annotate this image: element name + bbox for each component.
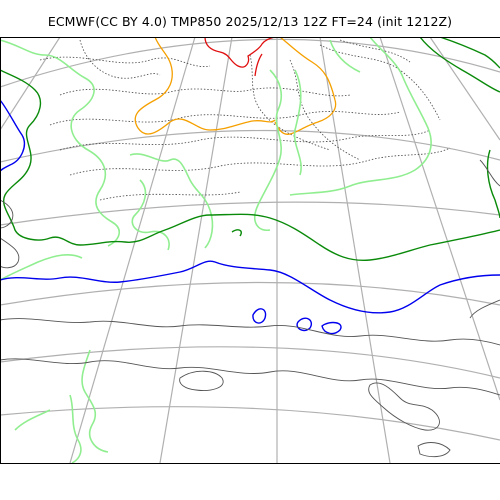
coastline bbox=[0, 358, 500, 396]
latitude-line bbox=[0, 38, 500, 88]
isotherm-lightgreen bbox=[329, 39, 361, 73]
coastline bbox=[368, 382, 440, 431]
coastline bbox=[469, 299, 500, 319]
map-title: ECMWF(CC BY 4.0) TMP850 2025/12/13 12Z F… bbox=[47, 14, 453, 29]
isotherm-red bbox=[204, 37, 276, 68]
isotherm-lightgreen bbox=[14, 409, 51, 431]
coastline bbox=[479, 159, 500, 187]
isotherm-lightgreen bbox=[254, 69, 282, 231]
latitude-line bbox=[0, 406, 500, 441]
isotherm-darkgreen bbox=[231, 229, 242, 237]
isotherm-lightgreen bbox=[81, 349, 109, 453]
isotherm-dotted bbox=[59, 129, 431, 151]
coastline bbox=[179, 370, 224, 391]
coastline bbox=[0, 237, 20, 269]
isotherm-blue bbox=[0, 260, 500, 314]
isotherm-darkgreen bbox=[419, 37, 500, 93]
isotherms-lightgreen bbox=[0, 37, 432, 463]
isotherm-blue-contour bbox=[252, 308, 267, 324]
latitude-line bbox=[0, 129, 500, 163]
coastline bbox=[417, 442, 451, 458]
longitude-line bbox=[319, 37, 391, 463]
isotherm-dotted bbox=[39, 56, 211, 67]
longitude-line bbox=[159, 37, 233, 463]
isotherm-lightgreen bbox=[0, 39, 120, 247]
isotherm-lightgreen bbox=[0, 253, 83, 281]
isotherm-lightgreen bbox=[293, 69, 302, 176]
isotherm-dotted bbox=[289, 59, 361, 161]
isotherm-dotted bbox=[99, 191, 241, 201]
graticule-longitudes bbox=[0, 37, 500, 463]
isotherm-orange bbox=[134, 37, 276, 135]
latitude-line bbox=[0, 281, 500, 306]
longitude-line bbox=[69, 37, 196, 463]
isotherm-dotted bbox=[79, 39, 161, 79]
isotherm-blue-contour bbox=[321, 321, 342, 335]
isotherm-lightgreen bbox=[289, 37, 432, 196]
isotherms-orange bbox=[134, 37, 337, 135]
longitude-line bbox=[429, 37, 500, 141]
coastlines bbox=[0, 159, 500, 458]
isotherm-lightgreen bbox=[69, 394, 82, 463]
isotherm-dotted bbox=[319, 44, 441, 121]
isotherm-lightgreen bbox=[129, 153, 214, 249]
isotherm-dotted bbox=[249, 54, 331, 151]
latitude-line bbox=[0, 346, 500, 379]
isotherm-darkgreen bbox=[439, 37, 500, 69]
coastline bbox=[0, 199, 14, 229]
coastline bbox=[0, 318, 500, 346]
map-area bbox=[0, 37, 500, 463]
isotherm-red-tail bbox=[254, 53, 263, 77]
isotherm-dotted bbox=[49, 111, 401, 126]
isotherm-darkgreen bbox=[0, 69, 500, 262]
longitude-line bbox=[379, 37, 500, 401]
isotherm-lightgreen bbox=[131, 179, 170, 251]
isotherm-orange bbox=[274, 37, 337, 135]
isotherm-blue bbox=[0, 99, 26, 173]
isotherm-darkgreen bbox=[486, 149, 500, 219]
isotherm-dotted bbox=[339, 39, 411, 63]
isotherms-darkgreen bbox=[0, 37, 500, 262]
